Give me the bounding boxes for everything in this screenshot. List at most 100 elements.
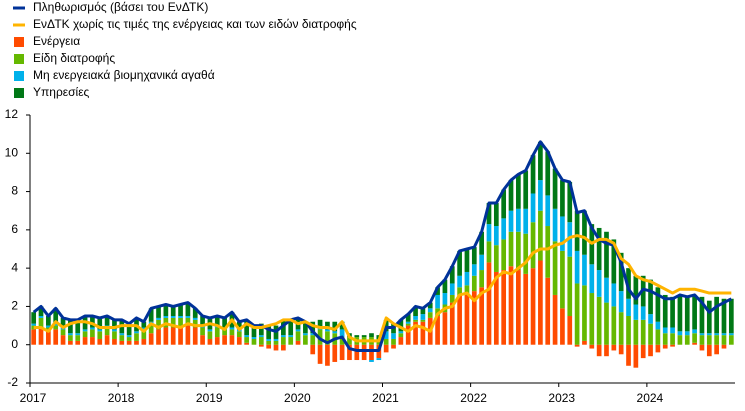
bar-segment <box>192 327 198 345</box>
bar-segment <box>523 208 529 234</box>
bar-segment <box>633 275 639 305</box>
bar-segment <box>670 296 675 328</box>
bar-segment <box>68 335 73 341</box>
bar-segment <box>435 316 440 345</box>
bar-segment <box>325 321 330 330</box>
bar-segment <box>317 319 323 328</box>
bar-segment <box>214 327 220 338</box>
bar-segment <box>361 335 367 338</box>
bar-segment <box>46 325 51 328</box>
bar-segment <box>596 270 602 297</box>
bar-segment <box>699 335 705 345</box>
bar-segment <box>178 304 183 316</box>
bar-segment <box>104 335 110 345</box>
bar-segment <box>611 283 617 307</box>
bar-segment <box>31 323 37 326</box>
bar-segment <box>325 329 330 332</box>
bar-segment <box>545 226 551 278</box>
bar-segment <box>46 331 51 345</box>
bar-segment <box>684 335 690 345</box>
bar-segment <box>185 302 191 316</box>
bar-segment <box>471 264 477 276</box>
bar-segment <box>75 319 81 334</box>
bar-segment <box>38 327 44 345</box>
legend-label: Ενέργεια <box>33 34 80 48</box>
bar-segment <box>53 325 59 330</box>
bar-segment <box>60 335 66 345</box>
bar-segment <box>486 241 492 263</box>
bar-segment <box>596 227 602 271</box>
bar-segment <box>68 340 73 345</box>
bar-segment <box>508 210 514 232</box>
bar-segment <box>457 275 462 288</box>
bar-segment <box>516 270 521 345</box>
bar-segment <box>310 344 316 355</box>
bar-segment <box>501 239 507 271</box>
bar-segment <box>332 331 338 334</box>
bar-segment <box>104 316 110 326</box>
bar-segment <box>258 323 264 336</box>
bar-segment <box>325 331 330 345</box>
bar-segment <box>192 308 198 318</box>
bar-segment <box>677 335 683 345</box>
bar-segment <box>648 314 653 324</box>
bar-segment <box>405 314 411 322</box>
bar-segment <box>97 317 103 330</box>
bar-segment <box>618 312 624 345</box>
bar-segment <box>530 268 536 345</box>
bar-segment <box>464 249 470 272</box>
bar-segment <box>405 323 411 326</box>
x-tick-label: 2023 <box>548 391 575 405</box>
bar-segment <box>376 358 382 361</box>
bar-segment <box>90 329 95 338</box>
bar-segment <box>383 319 389 332</box>
bar-segment <box>46 316 51 326</box>
bar-segment <box>398 337 404 345</box>
bar-segment <box>508 180 514 211</box>
y-tick-label: 10 <box>5 145 19 159</box>
bar-segment <box>545 195 551 227</box>
bar-segment <box>582 285 587 341</box>
bar-segment <box>303 321 308 334</box>
bar-segment <box>567 182 573 223</box>
legend-label: Υπηρεσίες <box>33 85 90 99</box>
bar-segment <box>288 335 294 338</box>
bar-segment <box>413 316 418 320</box>
bar-segment <box>391 338 396 345</box>
bar-segment <box>236 337 242 345</box>
bar-segment <box>728 335 734 345</box>
bar-segment <box>574 250 580 284</box>
bar-segment <box>339 344 345 361</box>
bar-segment <box>479 287 484 345</box>
bar-segment <box>611 306 617 345</box>
bar-segment <box>427 312 433 318</box>
bar-segment <box>706 344 712 357</box>
bar-segment <box>457 250 462 276</box>
bar-segment <box>457 287 462 295</box>
bar-segment <box>119 340 125 345</box>
bar-segment <box>192 317 198 320</box>
bar-segment <box>501 218 507 240</box>
bar-segment <box>295 331 301 341</box>
y-tick-label: 6 <box>11 222 18 236</box>
bar-segment <box>405 321 411 324</box>
line-series <box>33 234 732 343</box>
bar-segment <box>112 338 117 345</box>
bar-segment <box>728 333 734 336</box>
bar-segment <box>567 222 573 257</box>
bar-segment <box>185 317 191 326</box>
bar-segment <box>530 193 536 223</box>
bar-segment <box>648 279 653 315</box>
legend-label: Είδη διατροφής <box>33 51 115 65</box>
bar-segment <box>119 335 125 341</box>
bar-segment <box>435 294 440 309</box>
bar-segment <box>545 151 551 196</box>
bar-segment <box>97 331 103 339</box>
bar-segment <box>244 335 249 338</box>
legend-marker <box>14 54 24 64</box>
bar-segment <box>200 327 205 336</box>
bar-segment <box>538 180 543 211</box>
bar-segment <box>582 210 587 255</box>
bar-segment <box>82 329 88 332</box>
bar-segment <box>655 321 661 330</box>
